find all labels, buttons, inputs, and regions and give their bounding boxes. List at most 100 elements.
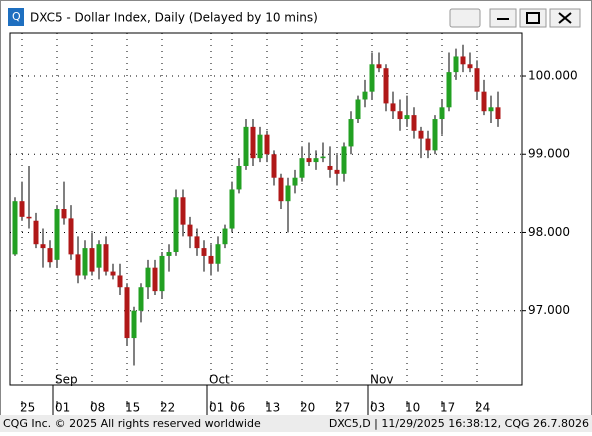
x-tick-label: 08 (90, 401, 105, 415)
candle-body (411, 115, 417, 131)
candle-body (187, 224, 193, 237)
candle-body (453, 56, 459, 73)
candle-body (285, 185, 291, 202)
footer-left: CQG Inc. © 2025 All rights reserved worl… (3, 417, 261, 430)
icon-glyph: Q (12, 10, 21, 23)
candle-body (61, 209, 67, 219)
candle-body (404, 115, 410, 120)
candle-body (124, 287, 130, 339)
month-label: Nov (370, 373, 393, 387)
candle-body (89, 248, 95, 272)
candle-body (68, 218, 74, 255)
candle-body (208, 255, 214, 264)
x-tick-label: 03 (370, 401, 385, 415)
x-tick-label: 06 (230, 401, 245, 415)
x-tick-label: 25 (20, 401, 35, 415)
candle-body (12, 201, 18, 255)
close-glyph (558, 12, 572, 24)
candle-body (257, 134, 263, 159)
candle-body (33, 220, 39, 245)
candle-body (397, 111, 403, 120)
candle-body (103, 244, 109, 272)
candle-body (201, 248, 207, 256)
candle-body (264, 134, 270, 155)
candle-body (236, 165, 242, 190)
candle-body (327, 165, 333, 170)
link-button[interactable] (449, 8, 481, 28)
candle-body (82, 248, 88, 276)
candle-body (26, 216, 32, 219)
candle-body (54, 209, 60, 260)
candle-body (250, 126, 256, 159)
x-tick-label: 17 (440, 401, 455, 415)
status-bar (0, 415, 592, 432)
candle-body (369, 64, 375, 92)
y-tick-label: 99.000 (528, 147, 570, 161)
candle-body (75, 254, 81, 276)
candle-body (215, 244, 221, 264)
candle-body (138, 287, 144, 311)
candle-body (271, 154, 277, 178)
candle-body (390, 103, 396, 112)
candle-body (96, 244, 102, 268)
candle-body (131, 310, 137, 339)
x-tick-label: 22 (160, 401, 175, 415)
candle-body (222, 228, 228, 245)
candle-body (306, 158, 312, 163)
candle-body (495, 107, 501, 120)
candle-body (334, 169, 340, 174)
candle-body (418, 130, 424, 139)
app-icon (8, 8, 24, 26)
month-label: Oct (209, 373, 230, 387)
candle-body (376, 64, 382, 69)
candle-body (40, 244, 46, 249)
footer-right: DXC5,D | 11/29/2025 16:38:12, CQG 26.7.8… (329, 417, 589, 430)
maximize-glyph (526, 12, 540, 24)
candle-body (446, 72, 452, 108)
x-tick-label: 01 (55, 401, 70, 415)
candle-body (243, 126, 249, 166)
x-tick-label: 15 (125, 401, 140, 415)
candle-body (488, 107, 494, 112)
candle-body (313, 158, 319, 163)
candle-body (110, 271, 116, 276)
candle-body (117, 275, 123, 288)
candle-body (460, 56, 466, 65)
candle-body (355, 99, 361, 120)
candle-body (320, 156, 326, 159)
y-tick-label: 97.000 (528, 303, 570, 317)
y-tick-label: 100.000 (528, 69, 578, 83)
maximize-button[interactable] (519, 8, 547, 28)
x-tick-label: 27 (335, 401, 350, 415)
candle-body (481, 91, 487, 112)
candle-body (173, 197, 179, 253)
candle-body (166, 252, 172, 256)
month-label: Sep (55, 373, 78, 387)
candle-body (19, 201, 25, 217)
plot-area (9, 32, 523, 386)
candle-body (292, 177, 298, 186)
candle-body (152, 267, 158, 292)
candle-body (425, 138, 431, 151)
candle-body (299, 158, 305, 178)
candle-body (348, 119, 354, 147)
candle-body (159, 255, 165, 292)
x-tick-label: 13 (265, 401, 280, 415)
candle-body (432, 119, 438, 151)
window-title: DXC5 - Dollar Index, Daily (Delayed by 1… (30, 11, 318, 25)
candle-body (194, 236, 200, 249)
candle-body (362, 91, 368, 100)
candle-body (47, 248, 53, 263)
candle-body (180, 197, 186, 225)
candle-body (145, 267, 151, 288)
candle-body (474, 68, 480, 92)
x-tick-label: 20 (300, 401, 315, 415)
x-tick-label: 10 (405, 401, 420, 415)
x-tick-label: 01 (209, 401, 224, 415)
candle-body (439, 107, 445, 120)
candle-body (383, 68, 389, 104)
candle-body (229, 189, 235, 229)
y-tick-label: 98.000 (528, 225, 570, 239)
x-tick-label: 24 (475, 401, 490, 415)
